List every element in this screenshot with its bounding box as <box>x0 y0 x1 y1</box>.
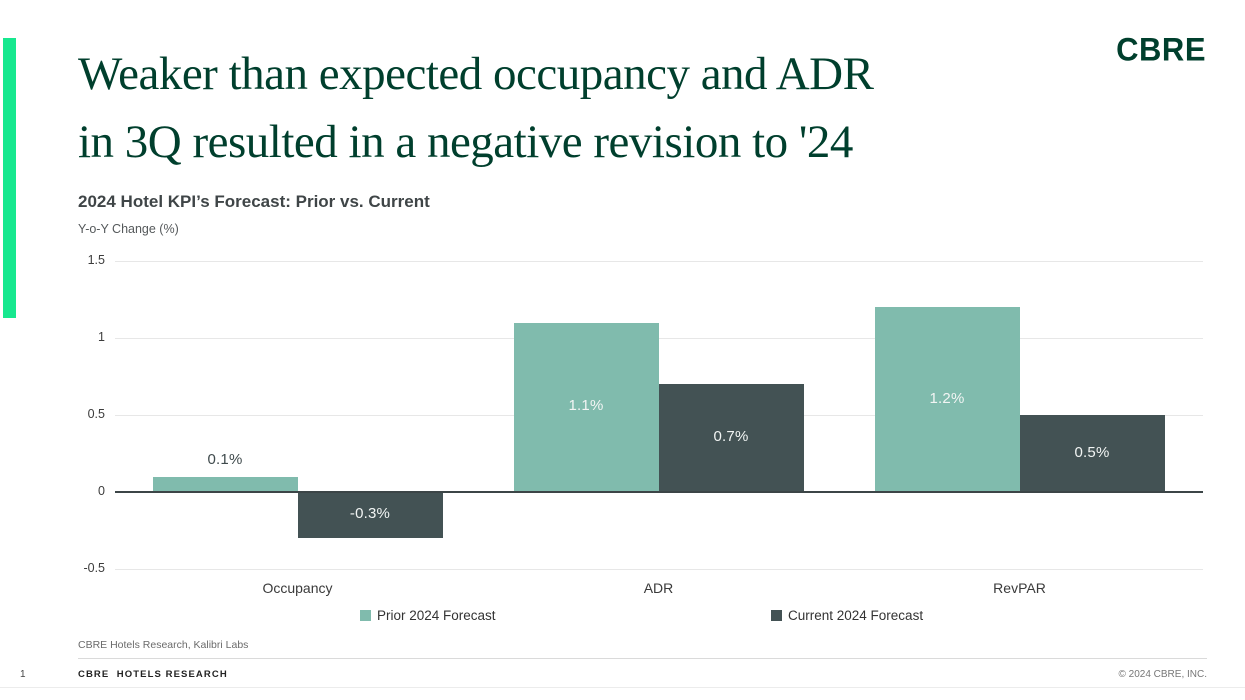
y-tick-label: 0.5 <box>87 407 105 421</box>
category-label-adr: ADR <box>643 580 674 596</box>
bar-prior-adr <box>513 322 659 492</box>
legend-swatch-prior <box>360 610 371 621</box>
bar-value-label: -0.3% <box>349 505 391 523</box>
bar-prior-revpar <box>874 307 1020 492</box>
legend-label-current: Current 2024 Forecast <box>788 608 924 623</box>
legend-swatch-current <box>771 610 782 621</box>
footer-divider <box>78 658 1207 659</box>
copyright: © 2024 CBRE, INC. <box>1118 669 1207 680</box>
legend-item-prior: Prior 2024 Forecast <box>360 608 496 623</box>
bar-value-label: 0.1% <box>207 450 243 468</box>
chart-title: 2024 Hotel KPI’s Forecast: Prior vs. Cur… <box>78 192 430 211</box>
accent-bar <box>3 38 16 318</box>
y-tick-label: 1 <box>98 330 105 344</box>
bar-current-occupancy <box>297 492 443 539</box>
gridline <box>115 338 1203 339</box>
bottom-rule <box>0 687 1245 688</box>
category-label-occupancy: Occupancy <box>262 580 333 596</box>
bar-value-label: 1.2% <box>929 389 965 407</box>
bar-current-revpar <box>1019 415 1165 492</box>
y-tick-label: -0.5 <box>83 561 105 575</box>
bar-value-label: 0.5% <box>1074 443 1110 461</box>
gridline <box>115 261 1203 262</box>
bar-prior-occupancy <box>152 476 298 492</box>
bar-current-adr <box>658 384 804 492</box>
slide-title-line1: Weaker than expected occupancy and ADR <box>78 48 874 100</box>
bar-value-label: 1.1% <box>568 397 604 415</box>
y-tick-label: 0 <box>98 484 105 498</box>
y-tick-label: 1.5 <box>87 253 105 267</box>
x-axis-line <box>115 491 1203 493</box>
bar-value-label: 0.7% <box>713 428 749 446</box>
footer-label: CBRE HOTELS RESEARCH <box>78 669 228 680</box>
legend-item-current: Current 2024 Forecast <box>771 608 923 623</box>
slide-title-line2: in 3Q resulted in a negative revision to… <box>78 116 853 168</box>
page-number: 1 <box>20 669 26 680</box>
y-axis-unit-label: Y-o-Y Change (%) <box>78 222 179 236</box>
gridline <box>115 569 1203 570</box>
cbre-logo: CBRE <box>1116 31 1206 68</box>
slide-title: Weaker than expected occupancy and ADR i… <box>78 40 1078 176</box>
legend-label-prior: Prior 2024 Forecast <box>377 608 496 623</box>
source-note: CBRE Hotels Research, Kalibri Labs <box>78 639 249 651</box>
category-label-revpar: RevPAR <box>993 580 1046 596</box>
